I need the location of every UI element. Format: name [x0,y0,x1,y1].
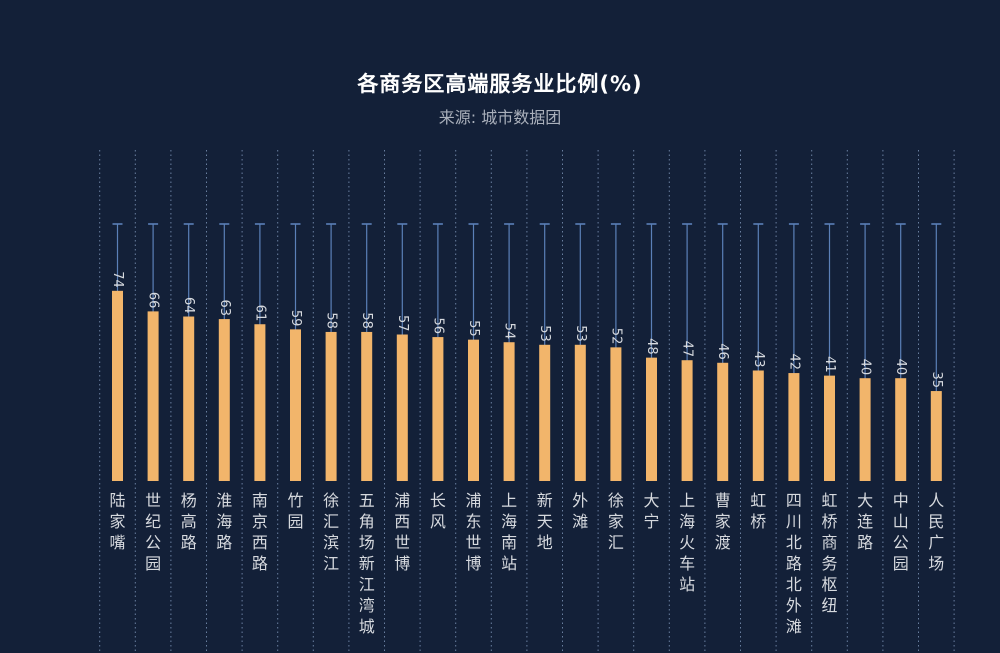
value-label: 58 [324,312,339,329]
category-label: 五角场新江湾城 [359,491,375,636]
category-label: 虹桥商务枢纽 [821,491,837,615]
value-label: 74 [110,271,125,288]
value-label: 58 [359,312,374,329]
value-label: 41 [822,356,837,373]
value-label: 46 [715,343,730,360]
bar [681,360,693,481]
value-label: 59 [288,310,303,327]
category-label: 竹园 [287,491,303,531]
value-label: 64 [181,297,196,314]
category-label: 四川北路北外滩 [786,491,802,636]
value-label: 61 [252,305,267,322]
bar [930,391,942,481]
bar [361,331,373,481]
category-label: 上海火车站 [679,491,695,594]
bar [468,339,479,481]
value-label: 42 [786,354,801,371]
bar [752,370,764,481]
value-label: 48 [644,338,659,355]
value-label: 54 [502,323,517,340]
category-label: 浦西世博 [394,491,410,573]
value-label: 53 [537,325,552,342]
value-label: 35 [929,372,944,389]
category-label: 徐汇滨江 [323,491,339,573]
bar [717,362,729,481]
chart-subtitle: 来源: 城市数据团 [438,108,562,127]
bar [539,344,551,481]
value-label: 57 [395,315,410,332]
value-label: 53 [573,325,588,342]
chart-title: 各商务区高端服务业比例(%) [357,72,643,96]
bar [254,324,266,481]
bar [183,316,195,481]
category-label: 外滩 [572,491,588,531]
bar [895,378,907,481]
category-label: 杨高路 [181,491,197,552]
bar [574,344,586,481]
category-label: 淮海路 [216,491,232,552]
value-label: 56 [430,318,445,335]
bar [432,337,444,481]
value-label: 40 [858,359,873,376]
value-label: 63 [217,300,232,317]
value-label: 55 [466,320,481,337]
value-label: 43 [751,351,766,368]
category-label: 徐家汇 [608,491,624,552]
category-label: 陆家嘴 [109,491,125,552]
category-label: 中山公园 [893,491,909,573]
bar [112,290,123,481]
category-label: 虹桥 [750,491,766,531]
category-label: 大连路 [857,491,873,552]
value-label: 47 [680,341,695,358]
value-label: 66 [146,292,161,309]
category-label: 南京西路 [252,491,268,573]
bar [290,329,301,481]
bar [396,334,408,481]
bar [218,319,230,481]
category-label: 人民广场 [928,491,944,573]
bar [325,331,337,481]
category-label: 世纪公园 [145,491,161,573]
bar [503,342,515,481]
bar [610,347,622,481]
bar [646,357,657,481]
bar [824,375,835,481]
bar [859,378,871,481]
category-label: 长风 [430,491,446,531]
value-label: 52 [608,328,623,345]
category-label: 浦东世博 [465,491,481,573]
bar [147,311,159,481]
category-label: 上海南站 [501,491,517,573]
category-label: 大宁 [643,491,659,531]
value-label: 40 [893,359,908,376]
bar [788,373,800,481]
category-label: 新天地 [537,491,553,552]
category-label: 曹家渡 [715,491,731,552]
